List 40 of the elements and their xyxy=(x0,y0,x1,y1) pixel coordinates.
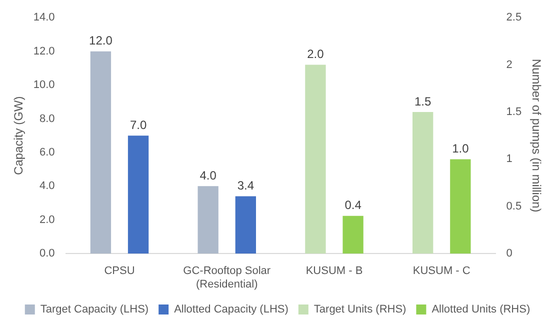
x-tick-label: CPSU xyxy=(104,265,135,278)
y-tick-label: 10.0 xyxy=(33,79,55,92)
y2-tick-label: 1 xyxy=(506,153,512,166)
bar xyxy=(450,159,471,254)
y-tick-label: 14.0 xyxy=(33,12,55,24)
bar xyxy=(342,216,364,254)
y-tick-label: 6.0 xyxy=(40,146,55,158)
data-label: 0.4 xyxy=(344,198,362,212)
legend-label: Target Units (RHS) xyxy=(314,304,406,316)
bar xyxy=(90,51,112,254)
y-tick-label: 4.0 xyxy=(40,180,55,192)
y2-tick-label: 2.5 xyxy=(506,12,522,24)
y-tick-label: 2.0 xyxy=(40,214,55,226)
bar xyxy=(412,112,434,254)
bar xyxy=(305,64,326,254)
x-tick-label: KUSUM - B xyxy=(306,265,363,278)
data-label: 1.5 xyxy=(414,94,432,108)
y-axis-title: Capacity (GW) xyxy=(12,96,26,175)
data-label: 2.0 xyxy=(307,47,324,62)
bar xyxy=(128,136,149,254)
legend-label: Allotted Capacity (LHS) xyxy=(174,304,288,316)
y2-tick-label: 0 xyxy=(506,248,512,260)
legend-label: Allotted Units (RHS) xyxy=(432,304,530,316)
y2-tick-label: 1.5 xyxy=(506,106,522,118)
y2-tick-label: 2 xyxy=(506,58,512,71)
data-label: 7.0 xyxy=(130,118,147,132)
bar xyxy=(198,186,218,254)
x-tick-label: GC-Rooftop Solar (Residential) xyxy=(183,265,271,290)
y-tick-label: 12.0 xyxy=(33,45,55,58)
data-label: 4.0 xyxy=(200,168,217,182)
data-label: 3.4 xyxy=(237,178,254,193)
data-label: 1.0 xyxy=(452,142,470,156)
y2-axis-title: Number of pumps (in million) xyxy=(529,58,544,212)
data-label: 12.0 xyxy=(89,34,113,48)
y2-tick-label: 0.5 xyxy=(506,200,522,212)
legend-label: Target Capacity (LHS) xyxy=(40,304,149,316)
bar xyxy=(235,196,256,254)
y-tick-label: 8.0 xyxy=(40,112,55,125)
y-tick-label: 0.0 xyxy=(40,248,55,260)
x-tick-label: KUSUM - C xyxy=(412,265,470,278)
